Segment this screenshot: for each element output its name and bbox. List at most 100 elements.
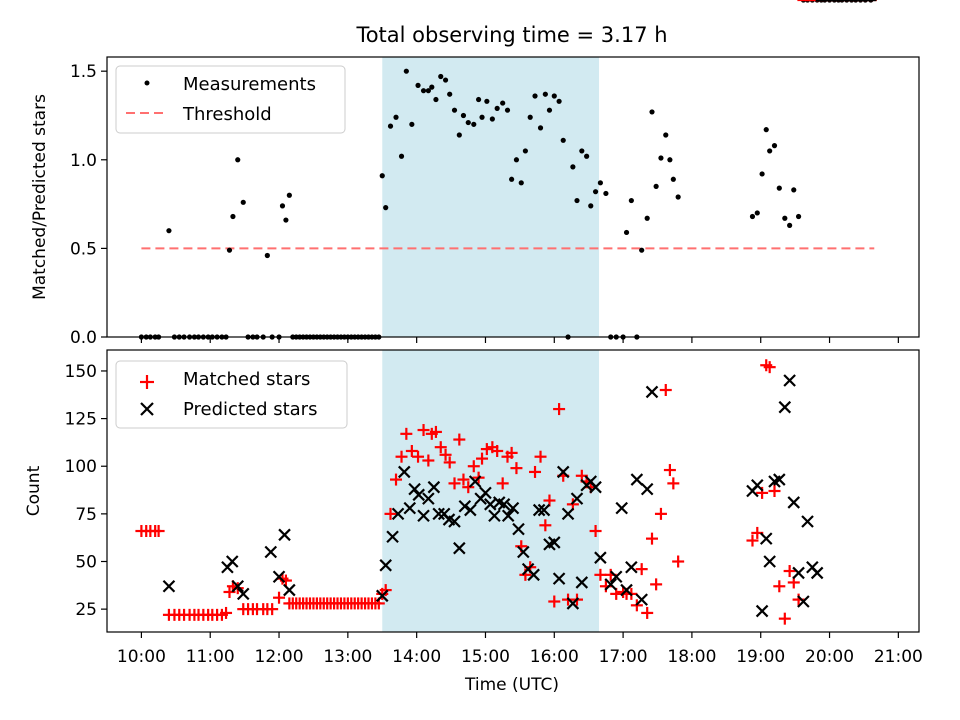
predicted-star-point: [278, 528, 291, 542]
bottom-panel: 25 50 75 100 125 150 10:00 11:00 12:00 13:00 14:0…: [24, 0, 923, 695]
measurement-point: [387, 123, 394, 129]
matched-star-point: [505, 446, 518, 459]
matched-star-point: [480, 443, 493, 456]
measurement-point: [479, 114, 485, 120]
predicted-star-point: [548, 536, 561, 549]
legend-threshold: Threshold: [182, 104, 272, 125]
predicted-star-point: [427, 480, 441, 494]
top-y-tick-label: 0.0: [70, 328, 97, 348]
measurement-point: [776, 185, 782, 191]
measurement-point: [240, 199, 246, 205]
top-x-ticks: [140, 337, 899, 343]
measurement-point: [588, 203, 594, 209]
measurement-point: [584, 153, 590, 159]
measurement-point: [537, 125, 544, 131]
measurement-point: [226, 247, 233, 253]
predicted-star-point: [751, 479, 764, 492]
measurement-point: [166, 228, 172, 234]
measurement-point: [658, 155, 664, 161]
top-y-tick-label: 1.0: [70, 151, 97, 171]
matched-star-point: [422, 454, 435, 467]
matched-star-point: [778, 612, 791, 625]
matched-star-point: [663, 464, 676, 477]
matched-star-point: [529, 465, 542, 478]
predicted-star-point: [272, 570, 286, 584]
measurement-point: [771, 143, 778, 149]
matched-star-point: [496, 477, 509, 490]
measurement-point: [597, 180, 603, 186]
matched-star-point: [448, 477, 461, 490]
predicted-star-point: [225, 555, 239, 568]
top-panel: 0.0 0.5 1.0 1.5 Matched/Predicted stars Mea…: [30, 0, 920, 348]
matched-star-point: [641, 606, 654, 619]
predicted-star-point: [594, 551, 607, 564]
predicted-star-point: [468, 475, 482, 488]
measurement-point: [279, 203, 286, 209]
measurement-point: [509, 176, 515, 182]
measurement-point: [475, 96, 482, 103]
matched-star-point: [439, 448, 452, 461]
bottom-y-tick-label: 100: [65, 457, 97, 477]
bottom-y-tick-label: 150: [65, 362, 97, 382]
measurement-point: [518, 180, 524, 186]
predicted-star-point: [497, 498, 511, 511]
bottom-y-tick-label: 125: [65, 410, 97, 430]
top-y-axis: 0.0 0.5 1.0 1.5: [70, 62, 107, 348]
measurement-point: [447, 91, 453, 97]
x-tick-label: 10:00: [117, 647, 166, 667]
measurement-point: [759, 171, 765, 177]
predicted-star-point: [386, 530, 399, 544]
measurement-point: [791, 187, 797, 193]
measurement-point: [429, 84, 435, 90]
matched-star-point: [476, 452, 489, 465]
x-tick-label: 20:00: [805, 647, 854, 667]
matched-star-point: [457, 473, 470, 486]
measurement-point: [403, 68, 409, 74]
measurement-point: [754, 210, 760, 216]
predicted-star-point: [783, 374, 796, 387]
matched-star-point: [462, 481, 475, 494]
measurement-point: [546, 107, 553, 113]
measurement-point: [471, 121, 477, 127]
measurement-point: [675, 194, 681, 200]
predicted-star-point: [453, 541, 466, 555]
predicted-star-point: [787, 496, 801, 509]
matched-star-point: [152, 525, 165, 538]
predicted-star-point: [609, 570, 623, 584]
measurement-point: [451, 107, 458, 113]
measurement-point: [230, 213, 236, 220]
measurement-point: [379, 173, 385, 179]
measurement-point: [556, 98, 562, 104]
x-tick-label: 19:00: [736, 647, 785, 667]
bottom-y-tick-label: 50: [75, 553, 97, 573]
matched-star-point: [220, 606, 233, 619]
matched-star-point: [266, 603, 279, 616]
matched-star-point: [553, 403, 566, 416]
top-observing-span: [382, 57, 600, 337]
predicted-star-point: [575, 576, 589, 589]
measurement-point: [456, 132, 462, 138]
matched-star-point: [773, 580, 786, 593]
top-legend: Measurements Threshold: [115, 65, 346, 134]
legend-matched-marker: [140, 375, 154, 389]
matched-star-point: [379, 584, 392, 597]
matched-star-point: [384, 507, 397, 520]
legend-measurement-marker: [144, 80, 150, 86]
predicted-star-point: [801, 515, 814, 528]
measurement-point: [438, 73, 444, 80]
matched-star-point: [429, 425, 442, 438]
predicted-star-point: [532, 503, 546, 517]
legend-predicted-marker: [140, 402, 154, 416]
measurement-point: [383, 205, 389, 211]
measurement-point: [494, 105, 500, 111]
measurement-point: [787, 222, 793, 228]
top-plot-frame: [106, 56, 920, 338]
measurement-point: [420, 88, 427, 94]
predicted-star-point: [488, 509, 501, 523]
x-tick-label: 15:00: [461, 647, 510, 667]
predicted-star-point: [506, 501, 520, 515]
predicted-star-point: [231, 579, 245, 593]
measurement-point: [527, 114, 533, 120]
predicted-star-point: [763, 555, 776, 568]
measurement-point: [767, 148, 773, 154]
